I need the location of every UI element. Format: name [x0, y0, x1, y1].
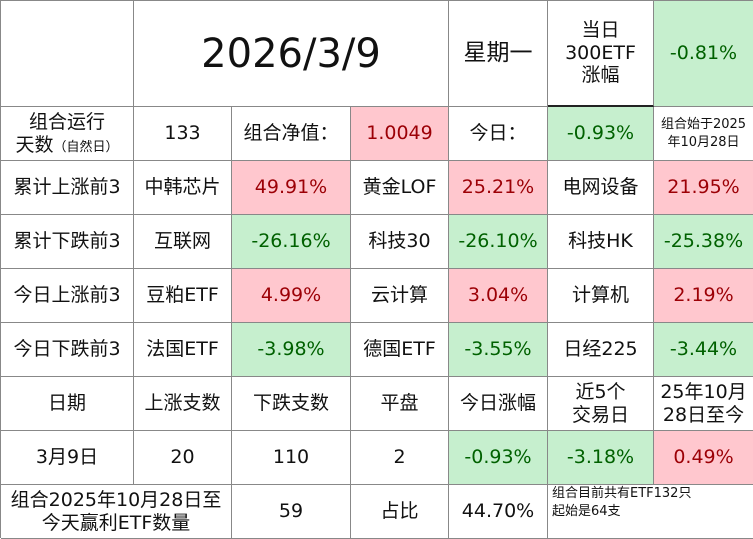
- stats-since-start-change: 0.49%: [654, 431, 753, 485]
- today-label: 今日：: [449, 107, 548, 161]
- ranking-value: -3.98%: [232, 323, 351, 377]
- holdings-note-line1: 组合目前共有ETF132只: [552, 486, 692, 501]
- holdings-note: 组合目前共有ETF132只 起始是64支: [548, 485, 753, 539]
- since-start-line2: 28日至今: [662, 403, 745, 426]
- run-days-label-line1: 组合运行: [28, 110, 105, 133]
- profit-count-value: 59: [232, 485, 351, 539]
- ranking-value: -3.55%: [449, 323, 548, 377]
- ranking-name: 互联网: [134, 215, 232, 269]
- ranking-value: 21.95%: [654, 161, 753, 215]
- ranking-name: 法国ETF: [134, 323, 232, 377]
- ranking-name: 云计算: [351, 269, 449, 323]
- ranking-label: 累计上涨前3: [1, 161, 134, 215]
- ranking-name: 日经225: [548, 323, 654, 377]
- ranking-value: 49.91%: [232, 161, 351, 215]
- ranking-value: 25.21%: [449, 161, 548, 215]
- nav-label: 组合净值：: [232, 107, 351, 161]
- since-start-line1: 25年10月: [660, 380, 747, 403]
- blank-corner-cell: [1, 1, 134, 107]
- index-change-value: -0.81%: [654, 1, 753, 107]
- five-day-line1: 近5个: [575, 380, 626, 403]
- ranking-name: 德国ETF: [351, 323, 449, 377]
- report-weekday: 星期一: [449, 1, 548, 107]
- ranking-value: 4.99%: [232, 269, 351, 323]
- holdings-note-line2: 起始是64支: [552, 503, 621, 519]
- five-day-line2: 交易日: [571, 403, 629, 426]
- run-days-word: 天数: [15, 133, 54, 156]
- ranking-name: 黄金LOF: [351, 161, 449, 215]
- stats-header-flat: 平盘: [351, 377, 449, 431]
- today-change: -0.93%: [548, 107, 654, 161]
- run-days-label: 组合运行 天数（自然日）: [1, 107, 134, 161]
- stats-header-up: 上涨支数: [134, 377, 232, 431]
- ranking-value: 2.19%: [654, 269, 753, 323]
- stats-header-date: 日期: [1, 377, 134, 431]
- start-note: 组合始于2025 年10月28日: [654, 107, 753, 161]
- start-note-line2: 年10月28日: [667, 134, 740, 150]
- run-days-note: （自然日）: [53, 139, 119, 155]
- stats-date: 3月9日: [1, 431, 134, 485]
- ranking-label: 今日上涨前3: [1, 269, 134, 323]
- ranking-value: -3.44%: [654, 323, 753, 377]
- profit-label-line1: 组合2025年10月28日至: [10, 488, 222, 511]
- index-change-label: 当日 300ETF 涨幅: [548, 1, 654, 107]
- stats-down-count: 110: [232, 431, 351, 485]
- index-label-line1: 当日: [581, 18, 620, 41]
- ranking-label: 累计下跌前3: [1, 215, 134, 269]
- start-note-line1: 组合始于2025: [660, 116, 747, 132]
- ratio-value: 44.70%: [449, 485, 548, 539]
- stats-header-down: 下跌支数: [232, 377, 351, 431]
- nav-value: 1.0049: [351, 107, 449, 161]
- ranking-name: 科技HK: [548, 215, 654, 269]
- report-date: 2026/3/9: [134, 1, 449, 107]
- run-days-label-line2: 天数（自然日）: [15, 134, 118, 157]
- ranking-value: 3.04%: [449, 269, 548, 323]
- stats-five-day-change: -3.18%: [548, 431, 654, 485]
- index-label-line2: 300ETF: [565, 41, 636, 64]
- stats-header-since-start: 25年10月 28日至今: [654, 377, 753, 431]
- stats-up-count: 20: [134, 431, 232, 485]
- profit-label-line2: 今天赢利ETF数量: [41, 511, 191, 534]
- stats-header-today: 今日涨幅: [449, 377, 548, 431]
- ranking-label: 今日下跌前3: [1, 323, 134, 377]
- ranking-name: 科技30: [351, 215, 449, 269]
- ranking-value: -26.10%: [449, 215, 548, 269]
- index-label-line3: 涨幅: [581, 64, 620, 87]
- run-days-value: 133: [134, 107, 232, 161]
- stats-flat-count: 2: [351, 431, 449, 485]
- ranking-value: -25.38%: [654, 215, 753, 269]
- ranking-name: 电网设备: [548, 161, 654, 215]
- ranking-name: 计算机: [548, 269, 654, 323]
- ranking-value: -26.16%: [232, 215, 351, 269]
- stats-header-five-day: 近5个 交易日: [548, 377, 654, 431]
- ranking-name: 中韩芯片: [134, 161, 232, 215]
- ranking-name: 豆粕ETF: [134, 269, 232, 323]
- stats-today-change: -0.93%: [449, 431, 548, 485]
- ratio-label: 占比: [351, 485, 449, 539]
- profit-count-label: 组合2025年10月28日至 今天赢利ETF数量: [1, 485, 232, 539]
